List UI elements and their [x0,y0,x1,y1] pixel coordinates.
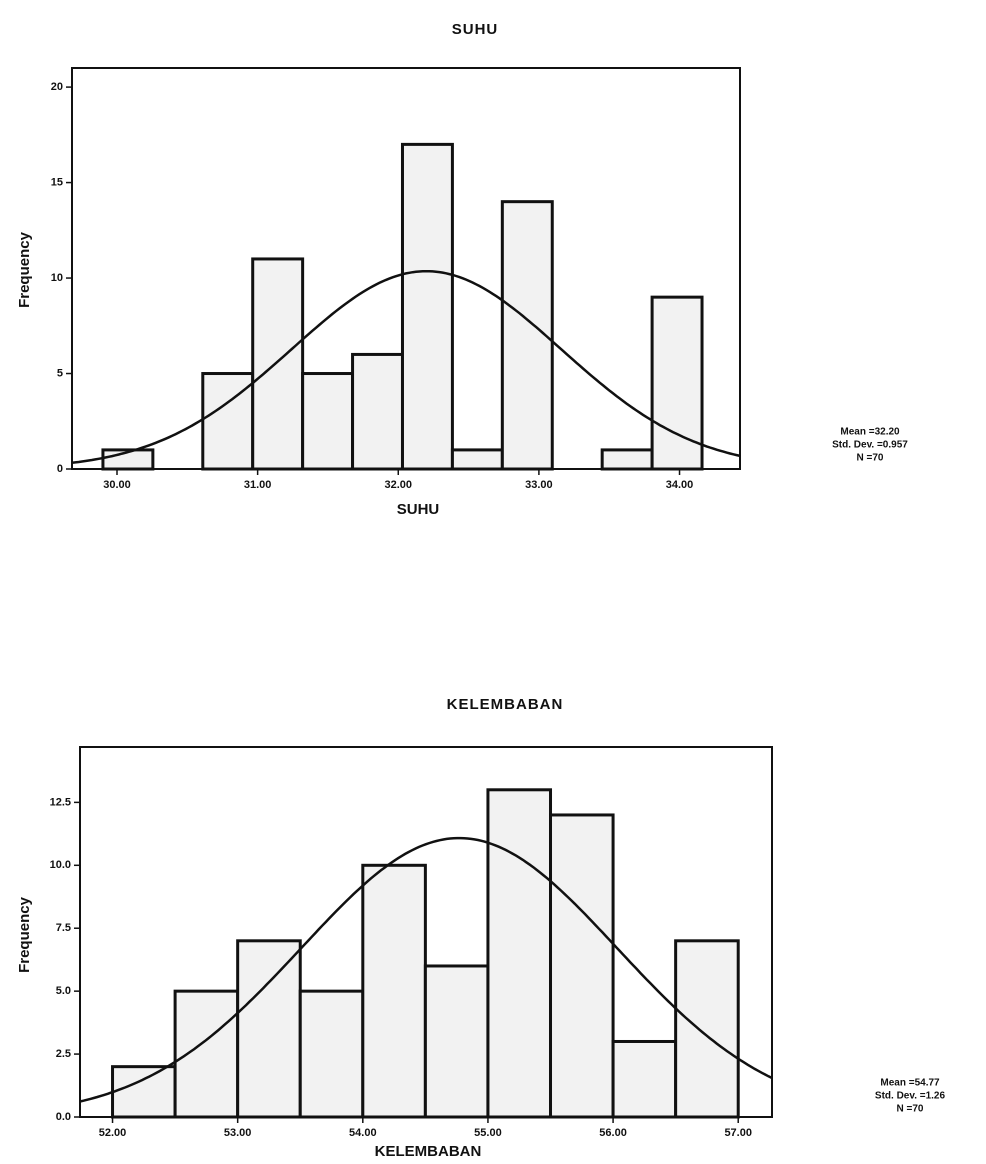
bar [676,941,739,1117]
x-tick-label: 33.00 [525,479,553,491]
bar [363,865,426,1117]
x-tick-label: 57.00 [724,1127,752,1139]
bar [452,450,502,469]
x-tick-label: 54.00 [349,1127,377,1139]
x-tick-label: 32.00 [384,479,412,491]
x-tick-label: 56.00 [599,1127,627,1139]
bar [353,354,403,469]
stat-label: Std. Dev. =0.957 [832,440,908,451]
chart-title: SUHU [452,21,499,38]
bar [602,450,652,469]
bar [113,1067,176,1117]
x-tick-label: 55.00 [474,1127,502,1139]
bar [253,259,303,469]
chart-title: KELEMBABAN [447,696,564,713]
x-axis-label: KELEMBABAN [375,1143,482,1160]
stat-label: Mean =54.77 [880,1078,940,1089]
y-tick-label: 5.0 [56,985,71,997]
y-tick-label: 12.5 [50,796,71,808]
x-tick-label: 52.00 [99,1127,127,1139]
bar [238,941,301,1117]
x-tick-label: 31.00 [244,479,272,491]
y-axis-label: Frequency [16,896,33,973]
stat-label: N =70 [857,453,884,464]
bar [613,1041,676,1117]
x-tick-label: 53.00 [224,1127,252,1139]
y-tick-label: 20 [51,81,63,93]
x-axis-label: SUHU [397,501,440,518]
y-tick-label: 10 [51,272,63,284]
bar [652,297,702,469]
x-tick-label: 34.00 [666,479,694,491]
y-axis-label: Frequency [16,231,33,308]
y-tick-label: 10.0 [50,859,71,871]
bar [175,991,238,1117]
bar [402,144,452,469]
y-tick-label: 5 [57,367,63,379]
y-tick-label: 0 [57,463,63,475]
bar [300,991,363,1117]
bar [303,374,353,469]
bar [551,815,614,1117]
x-tick-label: 30.00 [103,479,131,491]
bar [425,966,488,1117]
y-tick-label: 0.0 [56,1111,71,1123]
stat-label: N =70 [897,1104,924,1115]
stat-label: Std. Dev. =1.26 [875,1091,946,1102]
bar [488,790,551,1117]
y-tick-label: 15 [51,176,63,188]
page: SUHU SUHU Frequency 0 5 10 15 20 30.00 31.00 32.00… [0,0,986,1164]
stat-label: Mean =32.20 [840,427,900,438]
y-tick-label: 7.5 [56,922,71,934]
y-tick-label: 2.5 [56,1048,71,1060]
